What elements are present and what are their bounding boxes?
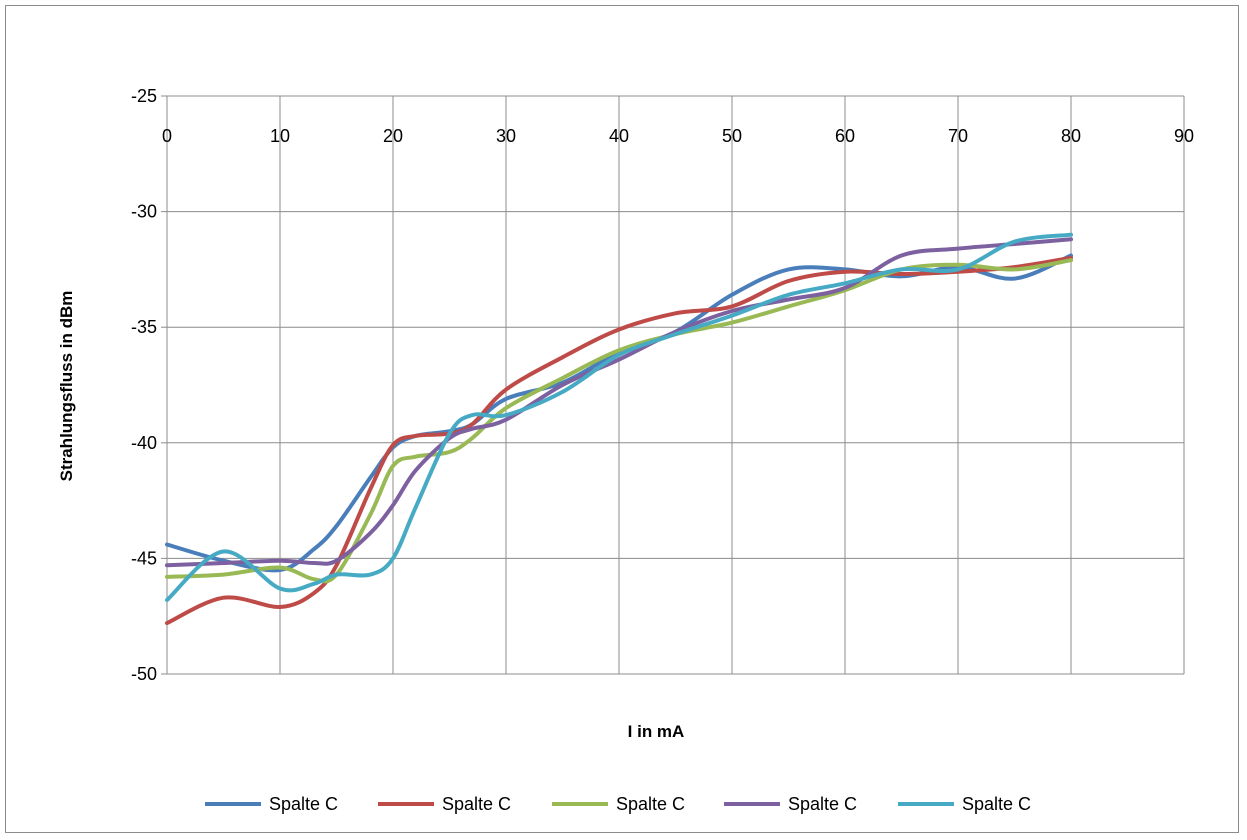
chart-frame (5, 5, 1239, 833)
x-tick-label: 80 (1061, 126, 1081, 146)
y-axis-title: Strahlungsfluss in dBm (57, 291, 76, 482)
series-layer (165, 232, 1073, 626)
legend-label-4: Spalte C (788, 794, 857, 814)
x-tick-label: 60 (835, 126, 855, 146)
x-tick-label: 30 (496, 126, 516, 146)
series-line-4 (165, 237, 1073, 568)
legend-label-1: Spalte C (269, 794, 338, 814)
y-tick-label: -50 (131, 664, 157, 684)
legend-label-5: Spalte C (962, 794, 1031, 814)
y-tick-label: -45 (131, 548, 157, 568)
y-tick-label: -40 (131, 433, 157, 453)
x-axis-title: I in mA (628, 722, 685, 741)
axis-layer: -25 -30 -35 -40 -45 -50 0 10 20 30 40 50 60 70 80 90 (131, 86, 1194, 684)
x-tick-label: 40 (609, 126, 629, 146)
x-tick-label: 10 (270, 126, 290, 146)
x-tick-label: 50 (722, 126, 742, 146)
series-line-5 (165, 232, 1073, 602)
x-tick-label: 20 (383, 126, 403, 146)
y-tick-label: -25 (131, 86, 157, 106)
legend-label-2: Spalte C (442, 794, 511, 814)
y-tick-label: -30 (131, 202, 157, 222)
legend: Spalte C Spalte C Spalte C Spalte C Spalte C (205, 794, 1031, 814)
x-tick-label: 90 (1174, 126, 1194, 146)
y-tick-label: -35 (131, 317, 157, 337)
grid-layer (167, 95, 1185, 675)
x-tick-label: 70 (948, 126, 968, 146)
legend-label-3: Spalte C (616, 794, 685, 814)
x-tick-label: 0 (162, 126, 172, 146)
